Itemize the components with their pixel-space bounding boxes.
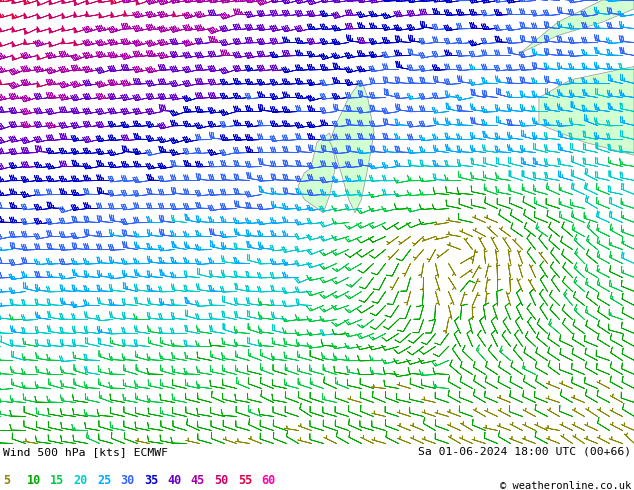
- Text: 45: 45: [191, 474, 205, 488]
- Text: 25: 25: [97, 474, 111, 488]
- Text: 30: 30: [120, 474, 134, 488]
- Text: 35: 35: [144, 474, 158, 488]
- Polygon shape: [520, 0, 634, 53]
- Text: 10: 10: [27, 474, 41, 488]
- Polygon shape: [539, 67, 634, 155]
- Text: Wind 500 hPa [kts] ECMWF: Wind 500 hPa [kts] ECMWF: [3, 447, 168, 457]
- Polygon shape: [298, 133, 336, 213]
- Text: 20: 20: [74, 474, 87, 488]
- Text: 5: 5: [3, 474, 10, 488]
- Text: 15: 15: [50, 474, 64, 488]
- Text: 50: 50: [214, 474, 228, 488]
- Text: 55: 55: [238, 474, 252, 488]
- Text: © weatheronline.co.uk: © weatheronline.co.uk: [500, 481, 631, 490]
- Polygon shape: [330, 80, 374, 213]
- Text: 40: 40: [167, 474, 181, 488]
- Text: Sa 01-06-2024 18:00 UTC (00+66): Sa 01-06-2024 18:00 UTC (00+66): [418, 447, 631, 457]
- Text: 60: 60: [261, 474, 275, 488]
